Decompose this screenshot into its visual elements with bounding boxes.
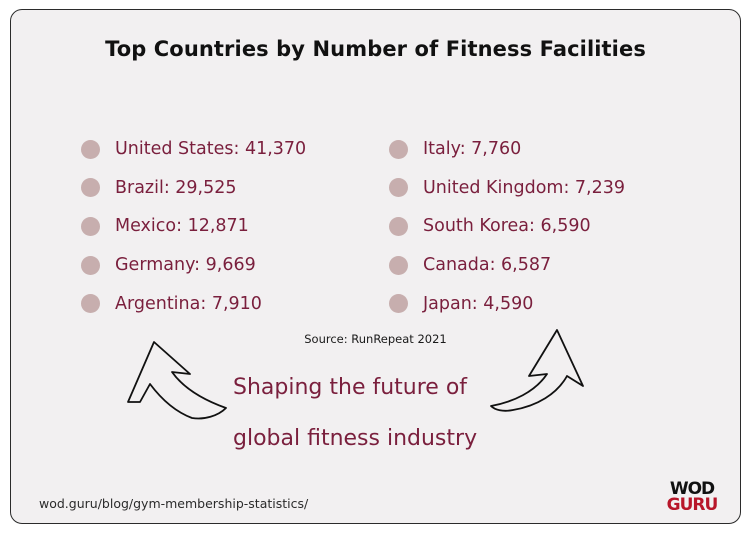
bullet-dot-icon	[389, 139, 408, 159]
country-stat: Mexico: 12,871	[115, 216, 249, 237]
country-stat: Brazil: 29,525	[115, 177, 237, 198]
hand-drawn-arrow-up-left-icon	[127, 341, 227, 420]
list-item: Brazil: 29,525	[81, 169, 306, 208]
list-item: Mexico: 12,871	[81, 207, 306, 246]
list-item: United Kingdom: 7,239	[389, 169, 625, 208]
tagline-line-2: global fitness industry	[233, 426, 478, 451]
list-item: Italy: 7,760	[389, 130, 625, 169]
country-stat: Canada: 6,587	[423, 255, 552, 276]
wodguru-logo: WOD GURU	[666, 479, 719, 515]
list-item: Japan: 4,590	[389, 284, 625, 323]
page-title: Top Countries by Number of Fitness Facil…	[105, 37, 646, 61]
bullet-dot-icon	[389, 294, 408, 314]
bullet-dot-icon	[81, 139, 100, 159]
list-item: Germany: 9,669	[81, 246, 306, 285]
country-stat: Japan: 4,590	[423, 293, 534, 314]
hand-drawn-arrow-up-right-icon	[490, 329, 584, 412]
bullet-dot-icon	[81, 255, 100, 275]
country-stat: United States: 41,370	[115, 139, 307, 160]
country-stat: United Kingdom: 7,239	[423, 177, 626, 198]
bullet-dot-icon	[81, 216, 100, 236]
country-list-left: United States: 41,370 Brazil: 29,525 Mex…	[81, 130, 306, 323]
country-list-right: Italy: 7,760 United Kingdom: 7,239 South…	[389, 130, 625, 323]
tagline-line-1: Shaping the future of	[233, 375, 468, 400]
bullet-dot-icon	[389, 255, 408, 275]
country-stat: South Korea: 6,590	[423, 216, 591, 237]
bullet-dot-icon	[81, 294, 100, 314]
footer-url: wod.guru/blog/gym-membership-statistics/	[39, 496, 309, 511]
country-stat: Germany: 9,669	[115, 255, 256, 276]
bullet-dot-icon	[81, 178, 100, 198]
infographic-card: Top Countries by Number of Fitness Facil…	[10, 9, 741, 524]
list-item: South Korea: 6,590	[389, 207, 625, 246]
logo-line-1: WOD	[669, 479, 715, 499]
bullet-dot-icon	[389, 178, 408, 198]
country-stat: Argentina: 7,910	[115, 293, 262, 314]
list-item: United States: 41,370	[81, 130, 306, 169]
source-note: Source: RunRepeat 2021	[304, 332, 447, 346]
list-item: Argentina: 7,910	[81, 284, 306, 323]
country-stat: Italy: 7,760	[423, 139, 522, 160]
bullet-dot-icon	[389, 216, 408, 236]
logo-line-2: GURU	[666, 495, 719, 515]
list-item: Canada: 6,587	[389, 246, 625, 285]
